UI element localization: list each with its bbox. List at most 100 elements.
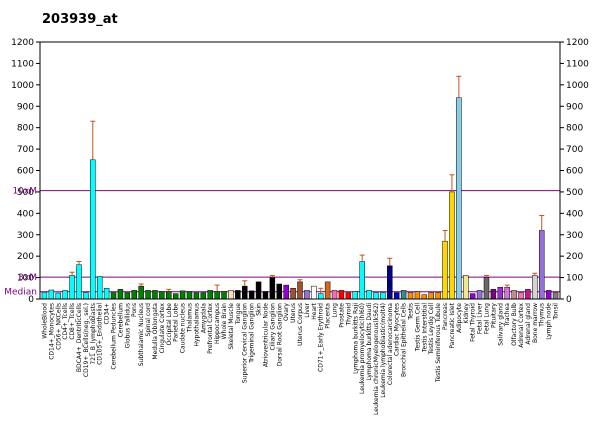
x-tick-label: Testis Interstitial bbox=[421, 303, 428, 353]
x-tick-label: Hypothalamus bbox=[193, 303, 200, 347]
x-tick-label: CD19+_BCells(neg._sel.) bbox=[83, 303, 90, 377]
bar bbox=[525, 289, 531, 300]
x-tick-label: Lymphoma burkitts Raji bbox=[352, 303, 359, 374]
x-tick-label: Testis Seminiferous Tubule bbox=[435, 303, 442, 383]
bar bbox=[345, 292, 352, 300]
x-tick-label: Cerebellum bbox=[117, 303, 124, 338]
bar bbox=[152, 290, 158, 300]
bar bbox=[172, 293, 179, 300]
bar bbox=[159, 291, 165, 300]
y-tick-label-left: 400 bbox=[17, 209, 34, 219]
bar bbox=[387, 265, 393, 300]
x-tick-label: CD105+_Endothelial bbox=[97, 303, 104, 365]
bar bbox=[366, 290, 372, 300]
bar bbox=[193, 292, 200, 300]
x-tick-label: Thymus bbox=[539, 303, 546, 328]
x-tick-label: CD14+_Monocytes bbox=[48, 303, 55, 360]
y-tick-label-right: 500 bbox=[566, 188, 583, 198]
bar bbox=[407, 292, 414, 300]
x-tick-label: Thalamus bbox=[186, 303, 193, 333]
bar bbox=[248, 290, 255, 300]
x-tick-label: CD4+_Tcells bbox=[62, 303, 69, 340]
x-tick-label: CD71+_Early Erythroid bbox=[318, 303, 325, 372]
y-tick-label-right: 600 bbox=[566, 167, 583, 177]
bar bbox=[276, 283, 283, 300]
y-tick-label-left: 500 bbox=[17, 188, 34, 198]
x-tick-label: Spinal cord bbox=[145, 303, 152, 337]
bar bbox=[380, 292, 386, 300]
x-tick-label: Olfactory Bulb bbox=[511, 303, 518, 346]
bar bbox=[373, 292, 379, 300]
x-tick-label: Leukemia chronicMyelogenous(k562) bbox=[373, 303, 380, 415]
bar bbox=[511, 290, 517, 300]
y-tick-label-right: 700 bbox=[566, 145, 583, 155]
bar bbox=[304, 290, 310, 300]
bar bbox=[317, 293, 324, 300]
x-tick-label: Kidney bbox=[463, 303, 470, 324]
x-tick-label: Adipocyte bbox=[456, 303, 463, 333]
x-tick-label: Pons bbox=[131, 303, 138, 317]
x-tick-label: Lung bbox=[332, 303, 339, 318]
bar bbox=[269, 277, 276, 300]
x-tick-label: Dorsal Root Ganglion bbox=[276, 303, 283, 367]
bar bbox=[538, 230, 545, 300]
x-tick-label: Occipital Lobe bbox=[166, 303, 173, 346]
y-tick-label-left: 0 bbox=[28, 295, 34, 305]
x-tick-label: Lymphoma burkitts Daudi bbox=[366, 303, 373, 381]
bar bbox=[138, 285, 144, 300]
y-axis-right: 0 100 200 300 400 500 600 700 800 900 1000 1100 1200 bbox=[560, 38, 589, 305]
reference-label: 3xM bbox=[18, 273, 37, 283]
y-tick-label-left: 1100 bbox=[11, 59, 34, 69]
bar bbox=[124, 292, 131, 300]
x-tick-label: Placenta bbox=[325, 303, 332, 329]
y-tick-label-right: 200 bbox=[566, 252, 583, 262]
x-tick-label: Pancreatic Islet bbox=[449, 302, 456, 348]
x-tick-label: Subthalamic Nucleus bbox=[138, 303, 145, 366]
bar bbox=[400, 290, 407, 300]
y-tick-label-left: 900 bbox=[17, 102, 34, 112]
x-tick-label: Medulla Oblongata bbox=[152, 303, 159, 360]
x-tick-label: Caudate nucleus bbox=[180, 303, 187, 353]
x-tick-label: Fetal Liver bbox=[477, 302, 484, 334]
bar bbox=[214, 291, 220, 300]
bar bbox=[131, 290, 137, 300]
x-tick-label: Adrenal gland bbox=[525, 303, 532, 345]
y-tick-label-left: 200 bbox=[17, 252, 34, 262]
x-tick-label: Trigeminal Ganglion bbox=[249, 303, 256, 364]
y-tick-label-right: 800 bbox=[566, 124, 583, 134]
x-tick-label: Testis Leydig Cell bbox=[428, 303, 435, 356]
bar bbox=[338, 290, 345, 300]
bar bbox=[76, 264, 82, 300]
bar bbox=[62, 290, 68, 300]
reference-lines: Median 3xM 10xM bbox=[4, 187, 560, 298]
bar bbox=[297, 281, 303, 300]
x-tick-label: Testis bbox=[408, 303, 415, 321]
x-tick-label: CD34+ bbox=[104, 303, 111, 324]
x-tick-label: Pituitary bbox=[490, 303, 497, 328]
x-tick-label: Bone marrow bbox=[532, 303, 539, 343]
bar bbox=[490, 289, 497, 300]
x-tick-label: Bronchial Epithelial Cells bbox=[401, 303, 408, 377]
x-tick-label: Tonsil bbox=[553, 303, 560, 321]
bar bbox=[552, 292, 559, 300]
bar bbox=[359, 261, 365, 300]
y-tick-label-right: 900 bbox=[566, 102, 583, 112]
x-tick-label: Liver bbox=[304, 302, 311, 317]
plot-frame bbox=[39, 41, 561, 300]
x-tick-label: Fetal Thyroid bbox=[470, 303, 477, 342]
bar bbox=[518, 292, 524, 300]
reference-label: 10xM bbox=[12, 187, 37, 197]
bar bbox=[283, 284, 289, 300]
x-tick-label: Hippocampus bbox=[214, 303, 221, 344]
x-tick-label: Lymph node bbox=[546, 303, 553, 340]
x-tick-label: Prefrontal Cortex bbox=[207, 303, 214, 354]
x-tick-label: Fetal Lung bbox=[483, 303, 490, 334]
x-tick-label: Parietal Lobe bbox=[173, 303, 180, 342]
bar bbox=[352, 291, 358, 300]
bar bbox=[166, 291, 172, 300]
bar bbox=[476, 290, 483, 300]
x-tick-label: Leukemia lymphoblastic(molt4) bbox=[380, 303, 387, 398]
y-tick-label-left: 1200 bbox=[11, 38, 34, 48]
bars bbox=[41, 75, 559, 300]
x-tick-label: Cardiac Myocytes bbox=[394, 303, 401, 356]
